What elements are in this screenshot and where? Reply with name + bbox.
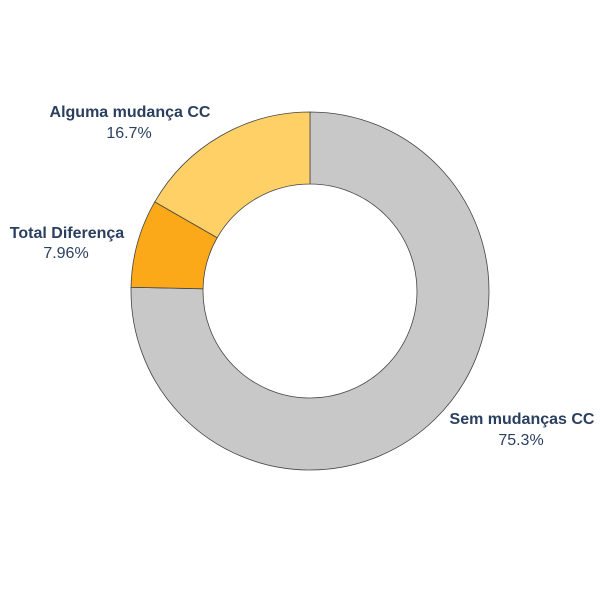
donut-slice-0[interactable] — [130, 111, 490, 471]
slices-layer — [130, 111, 490, 471]
slice-percent-alguma-mudanca: 16.7% — [106, 125, 151, 142]
slice-percent-sem-mudancas: 75.3% — [498, 432, 543, 449]
slice-name-alguma-mudanca: Alguma mudança CC — [50, 104, 211, 121]
donut-slice-2[interactable] — [154, 111, 311, 239]
slice-name-total-diferenca: Total Diferença — [10, 225, 125, 242]
labels-layer: Alguma mudança CC 16.7% Total Diferença … — [10, 104, 595, 449]
slice-name-sem-mudancas: Sem mudanças CC — [450, 411, 595, 428]
slice-percent-total-diferenca: 7.96% — [43, 245, 88, 262]
